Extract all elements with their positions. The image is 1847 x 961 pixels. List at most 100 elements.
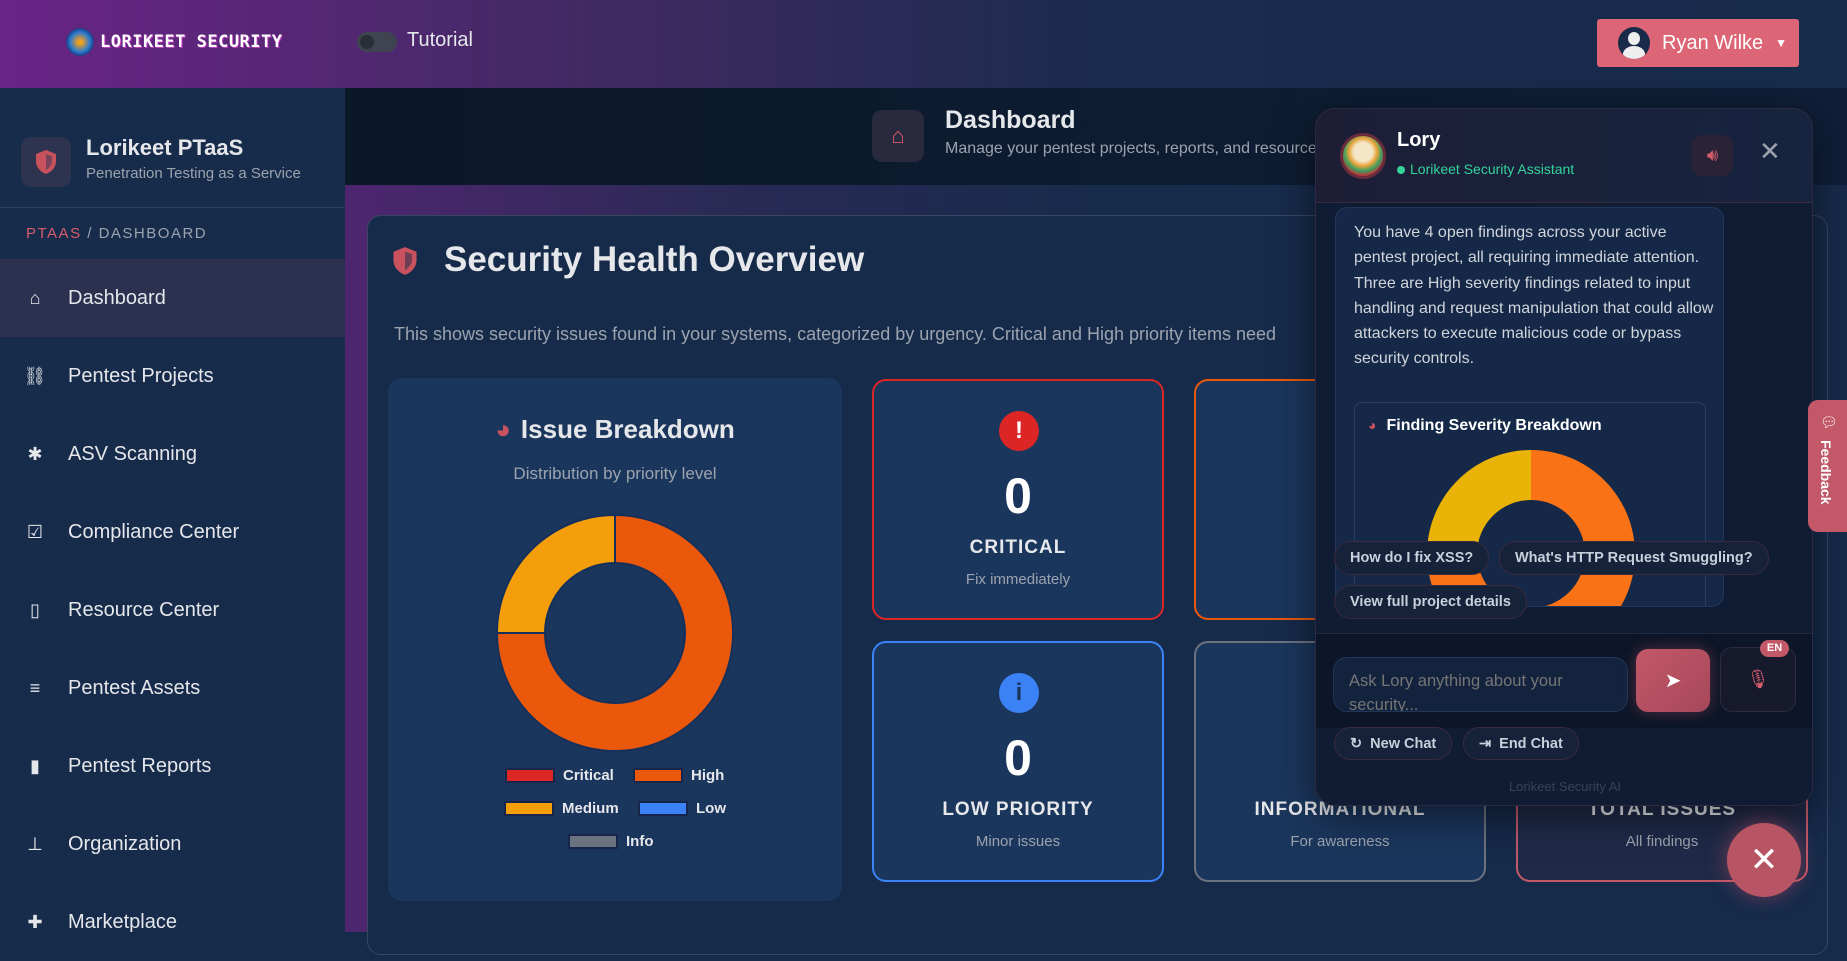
sidebar-item-resource-center[interactable]: ▯ Resource Center [0,571,345,649]
sidebar-item-pentest-assets[interactable]: ≡ Pentest Assets [0,649,345,727]
legend-item-info[interactable]: Info [568,833,654,850]
breakdown-subtitle: Distribution by priority level [513,464,717,483]
card-label: LOW PRIORITY [942,799,1094,820]
legend-label: Critical [563,767,614,784]
sidebar-item-pentest-reports[interactable]: ▮ Pentest Reports [0,727,345,805]
clipboard-check-icon: ☑ [26,521,44,542]
breakdown-title-text: Issue Breakdown [520,414,735,444]
legend-item-high[interactable]: High [633,767,724,784]
comment-icon: 💬︎ [1820,414,1838,430]
legend-swatch [504,801,554,816]
chat-panel: Lory Lorikeet Security Assistant 🔊︎ ✕ Yo… [1315,108,1813,806]
nav-label: Pentest Projects [68,364,214,387]
legend-label: Info [626,833,654,850]
project-diagram-icon: ⛓ [23,365,47,386]
book-open-icon: ▯ [30,599,40,620]
quick-reply-project-details[interactable]: View full project details [1334,585,1527,619]
legend-item-low[interactable]: Low [638,800,726,817]
critical-card[interactable]: ! 0 CRITICAL Fix immediately [872,379,1164,620]
speaker-icon[interactable]: 🔊︎ [1692,135,1733,176]
sidebar-item-organization[interactable]: ⊥ Organization [0,805,345,883]
close-chat-fab[interactable]: ✕ [1727,823,1801,897]
clipboard-icon: ▮ [30,755,40,776]
legend-swatch [505,768,555,783]
chat-header: Lory Lorikeet Security Assistant 🔊︎ ✕ [1316,109,1812,203]
logo-text: LORIKEET SECURITY [100,32,283,52]
assistant-message: You have 4 open findings across your act… [1335,207,1724,607]
breadcrumb-root[interactable]: PTAAS [26,225,82,242]
legend-item-medium[interactable]: Medium [504,800,619,817]
donut-slice-high[interactable] [495,513,734,752]
chat-footer: Lorikeet Security AI [1509,779,1621,794]
breadcrumb: PTAAS / DASHBOARD [26,225,207,242]
legend-label: Low [696,800,726,817]
logo[interactable]: LORIKEET SECURITY [66,28,283,56]
user-name: Ryan Wilke [1662,31,1764,54]
exclamation-circle-icon: ! [999,411,1039,451]
nav-label: Compliance Center [68,520,240,543]
brand-subtitle: Penetration Testing as a Service [86,165,301,182]
sitemap-icon: ⊥ [27,833,43,854]
sidebar-item-dashboard[interactable]: ⌂ Dashboard [0,259,345,337]
microphone-icon: 🎙︎ [1746,669,1770,689]
donut-slice-high[interactable] [1427,450,1635,607]
sidebar-item-pentest-projects[interactable]: ⛓ Pentest Projects [0,337,345,415]
end-chat-button[interactable]: ⇥ End Chat [1463,727,1579,760]
sign-out-icon: ⇥ [1479,736,1492,752]
legend-label: High [691,767,725,784]
send-button[interactable]: ➤ [1636,649,1710,712]
sidebar-item-marketplace[interactable]: ✚ Marketplace [0,883,345,961]
chart-title-text: Finding Severity Breakdown [1386,417,1602,434]
end-chat-label: End Chat [1499,736,1563,752]
info-circle-icon: i [999,673,1039,713]
brand-name: Lorikeet PTaaS [86,135,244,160]
tutorial-toggle[interactable] [357,32,397,52]
sidebar-item-compliance-center[interactable]: ☑ Compliance Center [0,493,345,571]
card-subtext: Fix immediately [965,571,1071,588]
nav-label: ASV Scanning [68,442,197,465]
card-subtext: All findings [1625,833,1699,850]
assistant-status: Lorikeet Security Assistant [1397,161,1574,177]
lorikeet-logo-icon [66,28,94,56]
new-chat-button[interactable]: ↻ New Chat [1334,727,1453,760]
section-description: This shows security issues found in your… [394,324,1277,344]
breadcrumb-current: DASHBOARD [98,225,208,242]
assistant-subtitle: Lorikeet Security Assistant [1410,161,1575,177]
donut-slice-medium[interactable] [1427,450,1531,554]
legend-swatch [568,834,618,849]
chart-pie-icon: ◕ [495,414,511,444]
card-subtext: Minor issues [975,833,1061,850]
bug-icon: ✱ [27,443,43,464]
language-badge[interactable]: EN [1760,640,1789,657]
card-count: 0 [1004,468,1032,524]
assistant-name: Lory [1397,129,1441,151]
sidebar-item-asv-scanning[interactable]: ✱ ASV Scanning [0,415,345,493]
legend-item-critical[interactable]: Critical [505,767,614,784]
feedback-label: Feedback [1818,440,1834,505]
assistant-avatar [1340,133,1386,179]
chat-input-area: ➤ 🎙︎ EN [1316,633,1812,728]
card-subtext: For awareness [1290,833,1390,850]
home-icon: ⌂ [872,110,924,162]
legend-label: Medium [562,800,619,817]
shield-icon [21,137,71,187]
chat-input[interactable] [1333,657,1628,712]
online-dot-icon [1397,166,1405,174]
nav-label: Resource Center [68,598,220,621]
home-icon: ⌂ [29,287,41,308]
quick-reply-smuggling[interactable]: What's HTTP Request Smuggling? [1499,541,1769,575]
quick-reply-xss[interactable]: How do I fix XSS? [1334,541,1490,575]
severity-donut-chart [1427,450,1635,607]
feedback-tab[interactable]: 💬︎ Feedback [1808,400,1847,532]
donut-slice-medium[interactable] [495,513,616,634]
new-chat-label: New Chat [1370,736,1437,752]
user-menu-button[interactable]: Ryan Wilke ▼ [1597,19,1799,67]
microphone-button[interactable]: 🎙︎ [1720,647,1796,712]
legend-swatch [638,801,688,816]
close-icon[interactable]: ✕ [1759,136,1781,166]
chart-title: ◕ Finding Severity Breakdown [1368,417,1602,435]
chart-pie-icon: ◕ [1368,417,1377,433]
section-title: Security Health Overview [444,240,865,279]
tutorial-label: Tutorial [407,29,473,51]
low-priority-card[interactable]: i 0 LOW PRIORITY Minor issues [872,641,1164,882]
